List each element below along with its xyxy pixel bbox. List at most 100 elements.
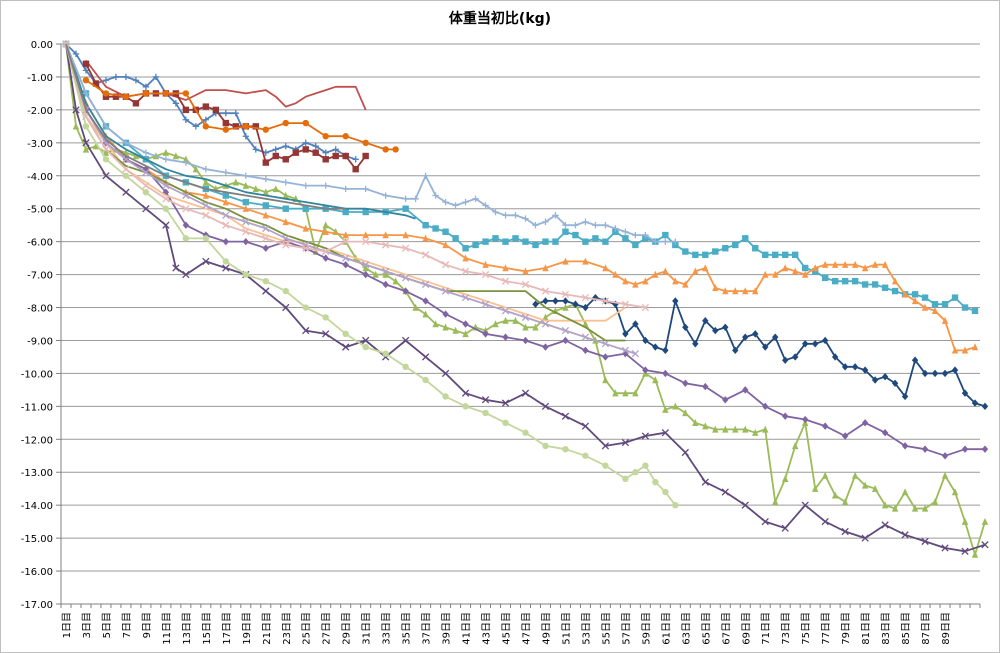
- data-point: [382, 270, 389, 278]
- data-point: [542, 313, 549, 321]
- series-16: [62, 40, 679, 245]
- data-point: [202, 191, 210, 199]
- data-point: [412, 195, 419, 203]
- data-point: [461, 293, 470, 302]
- data-point: [592, 221, 599, 229]
- data-point: [521, 280, 530, 289]
- data-point: [82, 77, 90, 84]
- data-point: [861, 366, 869, 374]
- data-point: [891, 504, 899, 512]
- data-point: [702, 422, 709, 430]
- x-tick-label: 69日目: [741, 612, 752, 645]
- data-point: [521, 313, 530, 322]
- data-point: [172, 264, 180, 272]
- data-point: [951, 294, 959, 301]
- x-tick-label: 5日目: [102, 612, 113, 638]
- data-point: [582, 257, 589, 265]
- data-point: [222, 119, 230, 127]
- data-point: [702, 382, 709, 391]
- data-point: [632, 241, 639, 249]
- data-point: [72, 122, 80, 130]
- data-point: [701, 478, 709, 486]
- data-point: [672, 241, 679, 249]
- data-point: [501, 277, 510, 285]
- data-point: [781, 524, 789, 532]
- data-point: [501, 307, 510, 315]
- y-tick-label: -3.00: [27, 139, 53, 150]
- data-point: [682, 248, 689, 255]
- data-point: [422, 172, 429, 179]
- series-11: [82, 77, 399, 153]
- data-point: [222, 169, 230, 176]
- data-point: [881, 521, 889, 529]
- data-point: [102, 93, 110, 100]
- data-point: [792, 251, 799, 259]
- data-point: [801, 340, 809, 348]
- data-point: [971, 343, 979, 351]
- data-point: [561, 412, 570, 420]
- data-point: [831, 260, 839, 268]
- data-point: [582, 218, 589, 226]
- series-line: [65, 43, 626, 322]
- data-point: [122, 93, 130, 100]
- data-point: [881, 260, 889, 268]
- data-point: [851, 277, 859, 285]
- data-point: [322, 330, 330, 338]
- data-point: [921, 303, 929, 311]
- data-point: [102, 172, 110, 180]
- data-point: [302, 146, 309, 153]
- data-point: [512, 212, 519, 219]
- y-tick-label: -12.00: [21, 435, 53, 446]
- x-tick-label: 11日目: [162, 612, 173, 645]
- data-point: [582, 320, 589, 328]
- data-point: [722, 287, 729, 295]
- data-point: [622, 235, 629, 242]
- x-tick-label: 47日目: [521, 612, 532, 645]
- data-point: [562, 445, 569, 453]
- data-point: [402, 231, 409, 239]
- data-point: [542, 297, 549, 305]
- data-point: [612, 228, 619, 235]
- data-point: [662, 405, 669, 413]
- data-point: [481, 270, 490, 279]
- data-point: [562, 303, 569, 311]
- data-point: [492, 235, 499, 242]
- data-point: [302, 119, 309, 127]
- data-point: [322, 221, 329, 229]
- data-point: [142, 205, 150, 213]
- y-tick-label: -4.00: [27, 172, 53, 183]
- x-tick-label: 15日目: [202, 612, 213, 645]
- data-point: [622, 475, 629, 483]
- series-line: [65, 43, 677, 506]
- x-tick-label: 43日目: [482, 612, 493, 645]
- data-point: [402, 195, 409, 203]
- data-point: [262, 234, 270, 243]
- data-point: [202, 123, 210, 130]
- x-tick-label: 79日目: [841, 612, 852, 645]
- data-point: [122, 188, 130, 196]
- data-point: [102, 156, 110, 163]
- data-point: [182, 90, 190, 97]
- data-point: [712, 248, 719, 255]
- data-point: [192, 123, 200, 130]
- data-point: [381, 241, 390, 249]
- data-point: [501, 399, 510, 407]
- data-point: [562, 257, 569, 265]
- x-tick-label: 85日目: [901, 612, 912, 645]
- series-line: [535, 296, 986, 408]
- x-tick-label: 17日目: [222, 612, 233, 645]
- x-tick-label: 35日目: [402, 612, 413, 645]
- data-point: [792, 267, 799, 275]
- data-point: [961, 389, 969, 397]
- data-point: [362, 336, 370, 345]
- series-13: [65, 43, 626, 342]
- data-point: [641, 432, 650, 440]
- data-point: [432, 320, 439, 328]
- x-tick-label: 25日目: [302, 612, 313, 645]
- data-point: [332, 152, 339, 160]
- series-group: [62, 40, 989, 558]
- data-point: [552, 238, 559, 245]
- data-point: [661, 429, 670, 437]
- data-point: [282, 205, 289, 212]
